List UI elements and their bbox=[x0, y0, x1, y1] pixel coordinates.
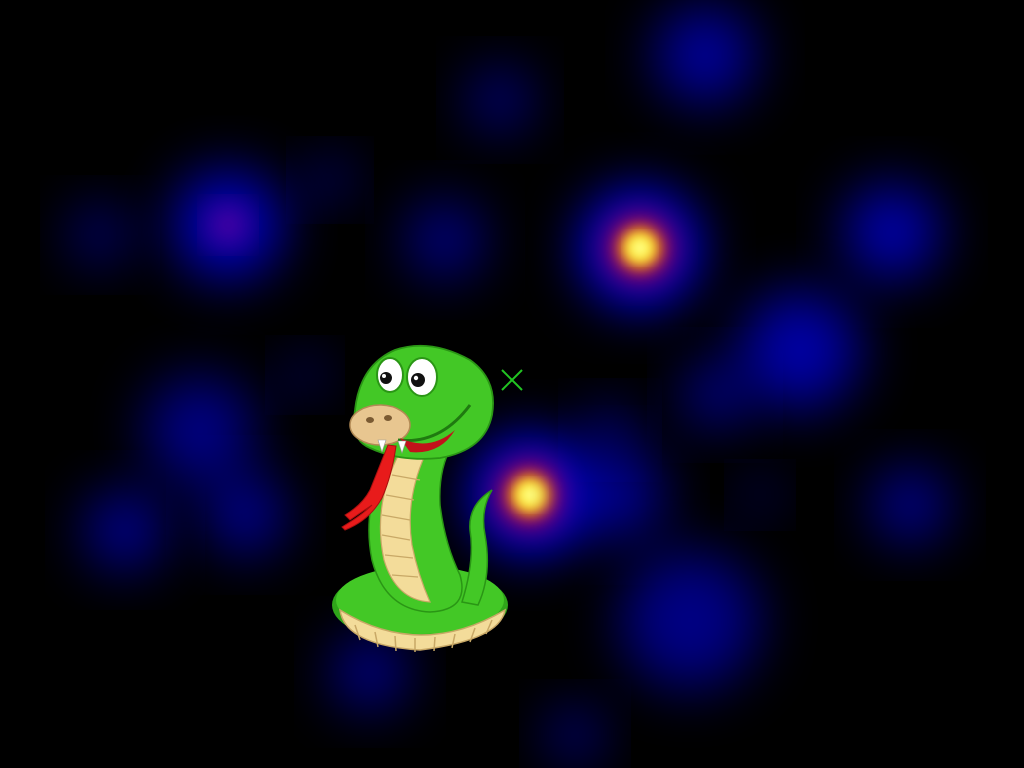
heat-blob-max bbox=[520, 485, 540, 505]
heat-blob bbox=[70, 205, 130, 265]
heat-blob bbox=[844, 184, 940, 280]
heat-blob bbox=[332, 634, 408, 710]
heat-blob bbox=[145, 375, 255, 485]
heat-blob bbox=[655, 5, 755, 105]
heat-blob bbox=[872, 467, 948, 543]
snake-tail bbox=[461, 489, 493, 606]
heat-blob bbox=[620, 550, 760, 690]
heat-blob-core bbox=[212, 209, 244, 241]
heat-blob bbox=[468, 68, 532, 132]
heat-blob bbox=[547, 707, 603, 763]
heat-blob bbox=[85, 490, 165, 570]
heat-blob bbox=[308, 158, 352, 202]
heat-blob bbox=[681, 361, 749, 429]
heat-blob-max bbox=[630, 238, 650, 258]
heat-blob bbox=[285, 355, 325, 395]
heat-blob bbox=[742, 477, 778, 513]
heat-blob bbox=[575, 450, 665, 540]
heat-blob bbox=[206, 475, 286, 555]
snake-body bbox=[368, 444, 463, 613]
heat-blob bbox=[584, 404, 636, 456]
snake-tongue bbox=[341, 444, 397, 531]
snake-head bbox=[349, 344, 494, 460]
heat-blob bbox=[740, 290, 860, 410]
heat-blob bbox=[405, 200, 485, 280]
